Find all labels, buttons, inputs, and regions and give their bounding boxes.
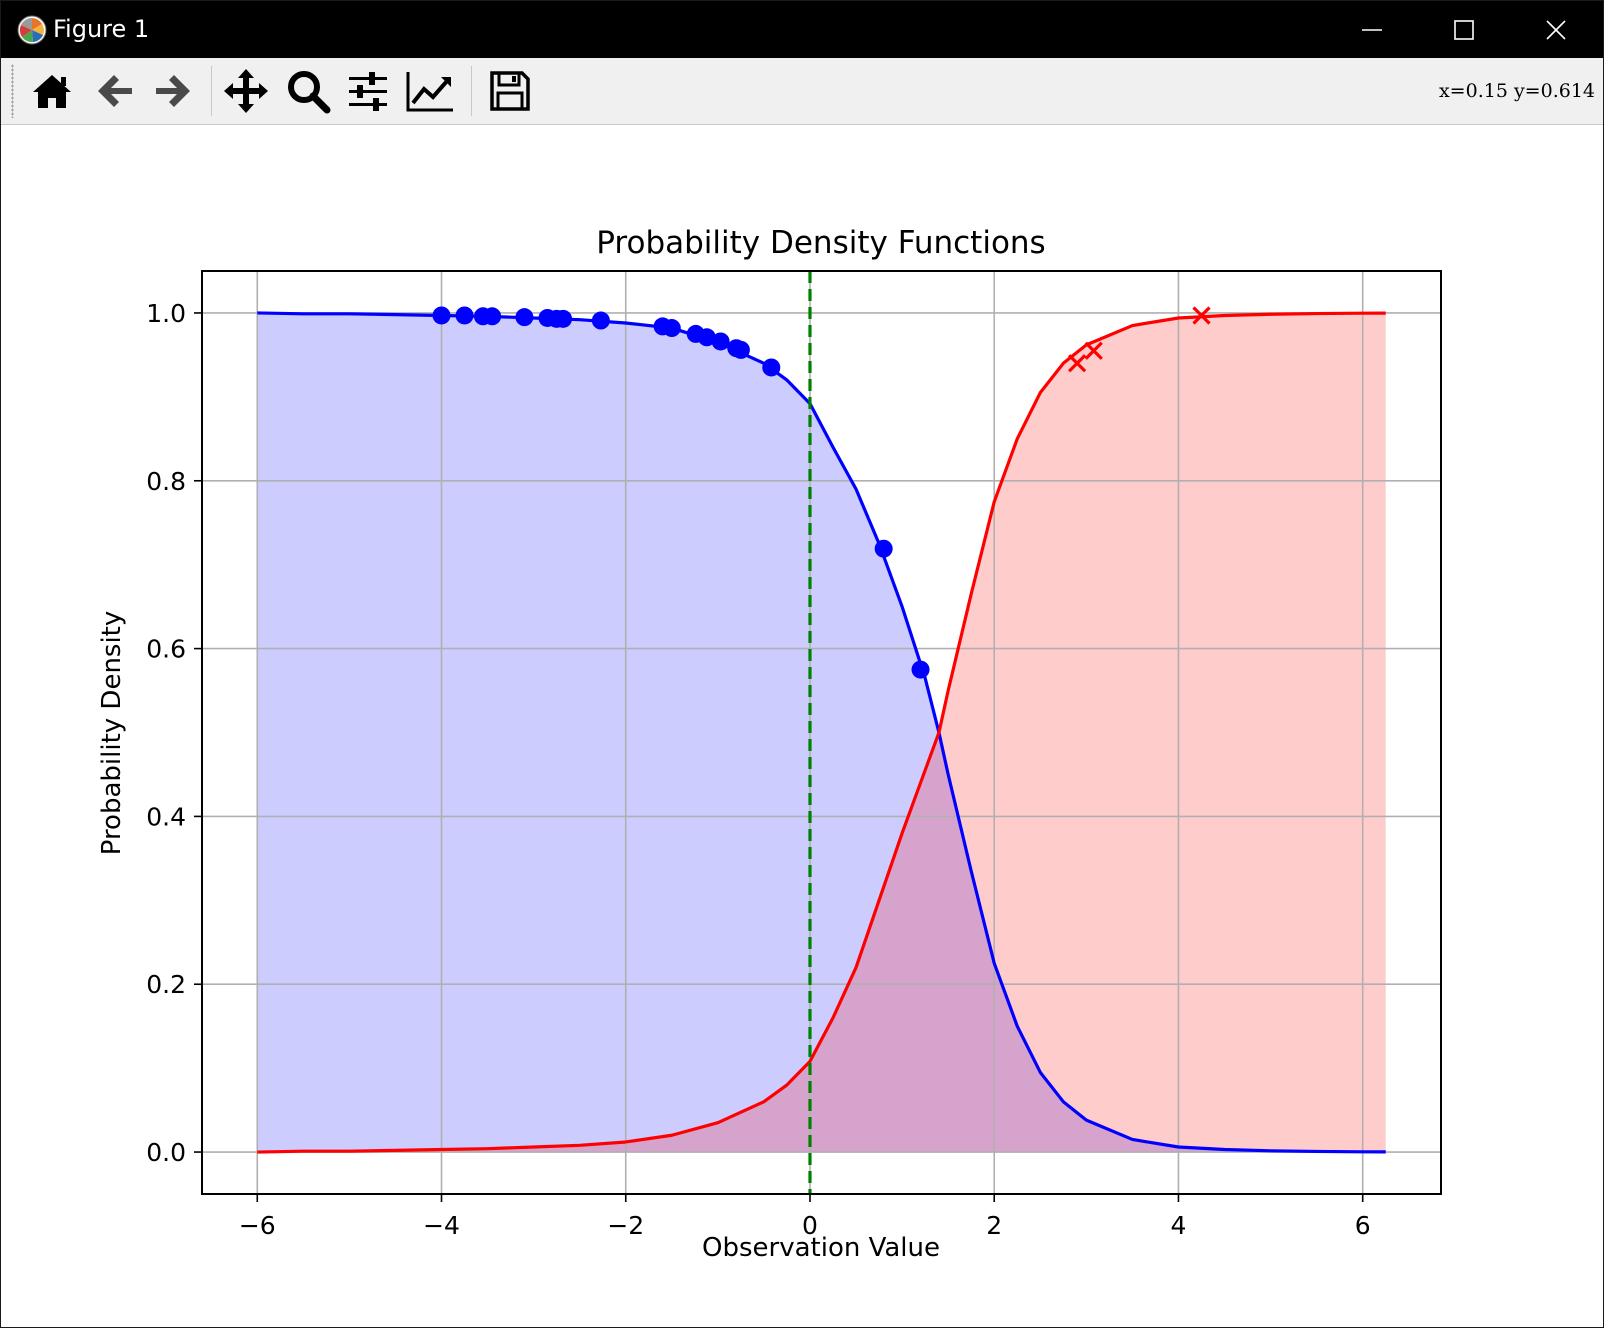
zoom-button[interactable]	[281, 66, 335, 116]
back-button[interactable]	[87, 66, 141, 116]
figure-canvas[interactable]: Probability Density Functions Observatio…	[1, 125, 1603, 1327]
y-tick-label: 0.0	[146, 1138, 186, 1167]
scatter-point-x	[1084, 341, 1103, 360]
close-icon	[1546, 19, 1566, 40]
scatter-point-x-stroke	[1192, 306, 1211, 325]
arrow-right-icon	[156, 75, 190, 107]
edit-axes-button[interactable]	[403, 66, 457, 116]
curve-fill-2	[257, 313, 1386, 1153]
subplots-button[interactable]	[341, 66, 395, 116]
toolbar-grip[interactable]	[11, 64, 14, 118]
forward-button[interactable]	[147, 66, 201, 116]
curve-fill-1	[257, 312, 1386, 1153]
y-tick-label: 1.0	[146, 299, 186, 328]
x-tick-label: 2	[986, 1211, 1002, 1240]
toolbar-separator	[211, 66, 212, 116]
pan-button[interactable]	[219, 66, 273, 116]
scatter-point-circle	[432, 306, 451, 325]
x-tick-label: 0	[802, 1211, 818, 1240]
chart-title: Probability Density Functions	[596, 225, 1045, 261]
scatter-point-circle	[483, 307, 502, 326]
scatter-point-x	[1192, 306, 1211, 325]
y-tick-label: 0.8	[146, 467, 186, 496]
scatter-point-x-stroke	[1067, 354, 1087, 373]
move-arrows-icon	[224, 69, 268, 113]
x-axis-label: Observation Value	[702, 1233, 940, 1263]
scatter-point-circle	[591, 311, 610, 330]
curve-fills	[257, 312, 1386, 1153]
cursor-coordinates: x=0.15 y=0.614	[1438, 80, 1595, 102]
line-chart-icon	[406, 72, 453, 112]
plot-frame	[201, 270, 1442, 1195]
curve-line-2	[257, 311, 1386, 1154]
sliders-icon	[349, 72, 387, 111]
scatter-point-circle	[731, 340, 750, 359]
scatter-point-circle	[874, 539, 893, 558]
y-tick-label: 0.2	[146, 970, 186, 999]
x-tick-label: −4	[423, 1211, 460, 1240]
magnifier-icon	[288, 71, 331, 114]
toolbar-separator	[471, 66, 472, 116]
scatter-point-circle	[554, 309, 573, 328]
navigation-toolbar: x=0.15 y=0.614	[1, 58, 1603, 125]
scatter-point-circle	[762, 358, 781, 377]
y-tick-label: 0.6	[146, 635, 186, 664]
minimize-button[interactable]	[1327, 1, 1417, 58]
minimize-icon	[1362, 28, 1382, 31]
scatter-point-circle	[711, 332, 730, 351]
scatter-point-circle	[662, 319, 681, 338]
chart[interactable]: Probability Density Functions Observatio…	[1, 125, 1603, 1327]
x-tick-label: −6	[239, 1211, 276, 1240]
close-button[interactable]	[1511, 1, 1601, 58]
y-axis-label: Probability Density	[97, 611, 127, 856]
save-button[interactable]	[483, 66, 537, 116]
scatter-point-circle	[697, 328, 716, 347]
matplotlib-logo-icon	[17, 15, 47, 45]
maximize-button[interactable]	[1419, 1, 1509, 58]
title-bar[interactable]: Figure 1	[1, 1, 1603, 58]
floppy-disk-icon	[490, 71, 530, 111]
scatter-point-circle	[515, 308, 534, 327]
x-tick-label: −2	[607, 1211, 644, 1240]
scatter-point-x-stroke	[1084, 341, 1103, 360]
maximize-icon	[1454, 19, 1474, 40]
x-tick-label: 4	[1171, 1211, 1187, 1240]
home-button[interactable]	[25, 66, 79, 116]
x-tick-label: 6	[1355, 1211, 1371, 1240]
curve-lines	[257, 311, 1386, 1154]
window-title: Figure 1	[53, 15, 150, 43]
curve-line-1	[257, 311, 1386, 1154]
home-icon	[33, 75, 71, 108]
arrow-left-icon	[98, 75, 132, 107]
y-tick-label: 0.4	[146, 802, 186, 831]
scatter-point-x	[1067, 354, 1087, 373]
scatter-point-circle	[911, 660, 930, 679]
scatter-point-circle	[455, 306, 474, 325]
